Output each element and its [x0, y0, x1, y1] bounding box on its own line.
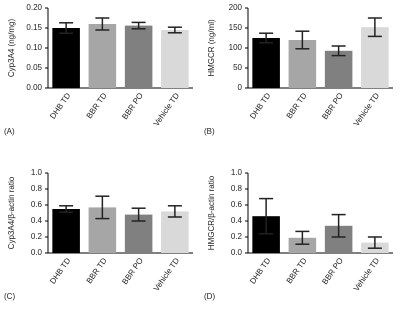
panel-label: (C)	[4, 292, 15, 301]
bar	[124, 25, 153, 89]
y-tick-label: 0	[238, 83, 243, 92]
x-tick-label: DHB TD	[248, 256, 272, 286]
x-tick-label: DHB TD	[248, 91, 272, 121]
bar	[52, 209, 80, 253]
y-tick-label: 0.8	[31, 184, 43, 193]
x-tick-label: BBR TD	[85, 256, 109, 285]
y-tick-label: 0.10	[26, 43, 42, 52]
y-tick-label: 0.8	[231, 184, 243, 193]
x-tick-label: DHB TD	[48, 91, 72, 121]
x-tick-label: Vehicle TD	[152, 256, 182, 293]
y-axis-label: Cyp3A4 (ng/mg)	[7, 19, 16, 78]
x-tick-label: BBR PO	[120, 256, 145, 286]
panel-label: (B)	[204, 127, 215, 136]
panel-label: (D)	[204, 292, 215, 301]
y-tick-label: 0.2	[31, 232, 43, 241]
y-axis-label: HMGCR/β-actin ratio	[207, 175, 216, 250]
x-tick-label: BBR PO	[320, 256, 345, 286]
y-tick-label: 0.05	[26, 63, 42, 72]
x-tick-label: Vehicle TD	[152, 91, 182, 128]
y-tick-label: 0.6	[231, 200, 243, 209]
x-tick-label: BBR TD	[85, 91, 109, 120]
y-tick-label: 1.0	[31, 168, 43, 177]
y-tick-label: 0.2	[231, 232, 243, 241]
y-tick-label: 0.6	[31, 200, 43, 209]
x-tick-label: Vehicle TD	[352, 256, 382, 293]
y-tick-label: 0.20	[26, 3, 42, 12]
y-tick-label: 100	[229, 43, 243, 52]
y-tick-label: 0.0	[31, 248, 43, 257]
y-tick-label: 1.0	[231, 168, 243, 177]
y-axis-label: HMGCR (ng/ml)	[207, 19, 216, 77]
bar	[361, 27, 389, 88]
y-tick-label: 0.0	[231, 248, 243, 257]
y-tick-label: 0.15	[26, 23, 42, 32]
x-tick-label: BBR TD	[285, 91, 309, 120]
x-tick-label: BBR PO	[320, 91, 345, 121]
bar	[161, 30, 189, 88]
bar	[324, 50, 353, 88]
x-tick-label: BBR TD	[285, 256, 309, 285]
y-tick-label: 150	[229, 23, 243, 32]
bar	[252, 38, 280, 88]
bar	[288, 237, 317, 253]
x-tick-label: Vehicle TD	[352, 91, 382, 128]
y-tick-label: 50	[233, 63, 242, 72]
bar	[52, 28, 80, 88]
y-tick-label: 200	[229, 3, 243, 12]
y-axis-label: Cyp3A4/β-actin ratio	[7, 176, 16, 249]
x-tick-label: BBR PO	[120, 91, 145, 121]
y-tick-label: 0.00	[26, 83, 42, 92]
y-tick-label: 0.4	[231, 216, 243, 225]
bar	[88, 24, 117, 88]
panel-label: (A)	[4, 127, 15, 136]
bar	[161, 211, 189, 253]
y-tick-label: 0.4	[31, 216, 43, 225]
x-tick-label: DHB TD	[48, 256, 72, 286]
